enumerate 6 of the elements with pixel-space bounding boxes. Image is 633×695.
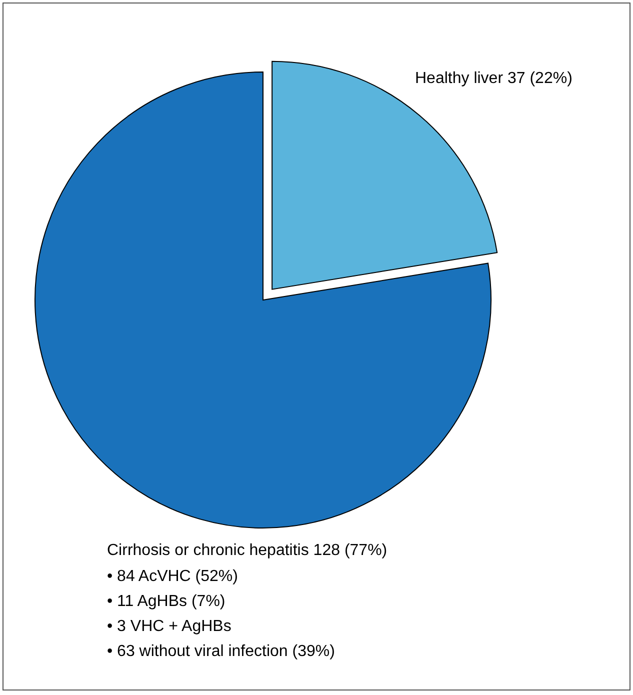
text: • 3 VHC + AgHBs xyxy=(107,618,232,635)
slice-label: Healthy liver 37 (22%) xyxy=(415,70,572,87)
slice-label: Cirrhosis or chronic hepatitis 128 (77%) xyxy=(107,542,388,559)
text: • 84 AcVHC (52%) xyxy=(107,568,238,585)
text: • 11 AgHBs (7%) xyxy=(107,593,226,610)
text: • 63 without viral infection (39%) xyxy=(107,643,335,660)
